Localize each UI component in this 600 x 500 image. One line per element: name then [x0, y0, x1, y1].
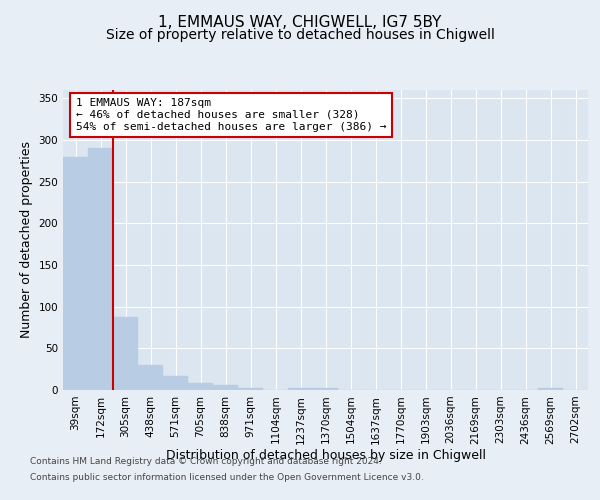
- Bar: [238, 388, 263, 390]
- Text: Contains HM Land Registry data © Crown copyright and database right 2024.: Contains HM Land Registry data © Crown c…: [30, 458, 382, 466]
- Text: 1, EMMAUS WAY, CHIGWELL, IG7 5BY: 1, EMMAUS WAY, CHIGWELL, IG7 5BY: [158, 15, 442, 30]
- Bar: [88, 148, 113, 390]
- Bar: [138, 365, 163, 390]
- Bar: [163, 376, 188, 390]
- Bar: [538, 388, 563, 390]
- Bar: [113, 316, 138, 390]
- Y-axis label: Number of detached properties: Number of detached properties: [20, 142, 33, 338]
- Bar: [188, 382, 213, 390]
- Bar: [313, 388, 338, 390]
- Text: Size of property relative to detached houses in Chigwell: Size of property relative to detached ho…: [106, 28, 494, 42]
- Bar: [63, 156, 88, 390]
- X-axis label: Distribution of detached houses by size in Chigwell: Distribution of detached houses by size …: [166, 449, 485, 462]
- Text: Contains public sector information licensed under the Open Government Licence v3: Contains public sector information licen…: [30, 472, 424, 482]
- Text: 1 EMMAUS WAY: 187sqm
← 46% of detached houses are smaller (328)
54% of semi-deta: 1 EMMAUS WAY: 187sqm ← 46% of detached h…: [76, 98, 386, 132]
- Bar: [288, 388, 313, 390]
- Bar: [213, 385, 238, 390]
